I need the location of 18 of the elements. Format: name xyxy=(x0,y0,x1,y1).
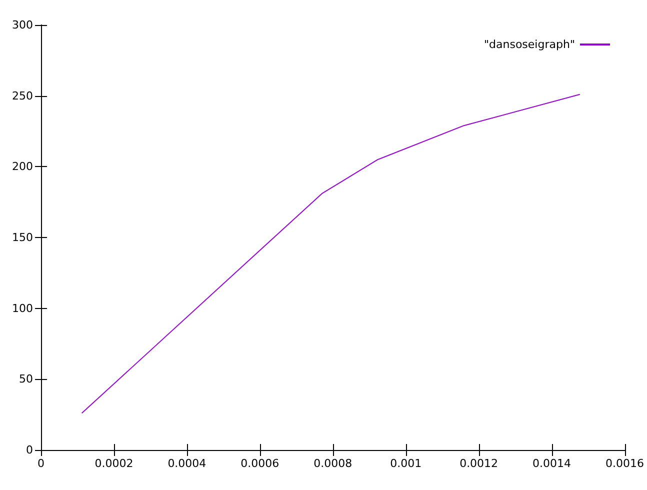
x-tick-label: 0.001 xyxy=(390,457,422,470)
y-tick-label: 250 xyxy=(12,89,33,102)
x-tick-label: 0.0008 xyxy=(314,457,352,470)
y-tick-label: 150 xyxy=(12,231,33,244)
y-tick-label: 200 xyxy=(12,160,33,174)
x-tick-label: 0.0004 xyxy=(168,457,206,470)
x-tick-label: 0.0014 xyxy=(532,457,572,470)
x-tick-label: 0.0016 xyxy=(606,457,644,470)
x-tick-label: 0 xyxy=(38,457,44,470)
line-series xyxy=(81,94,580,414)
y-tick-label: 50 xyxy=(19,372,33,386)
y-tick-label: 0 xyxy=(26,444,33,456)
x-tick-label: 0.0012 xyxy=(460,457,498,470)
x-tick-label: 0.0006 xyxy=(240,457,280,470)
y-tick-label: 100 xyxy=(12,302,33,315)
y-tick-label: 300 xyxy=(12,18,33,32)
x-tick-label: 0.0002 xyxy=(94,457,134,470)
legend-label: "dansoseigraph" xyxy=(484,38,575,51)
